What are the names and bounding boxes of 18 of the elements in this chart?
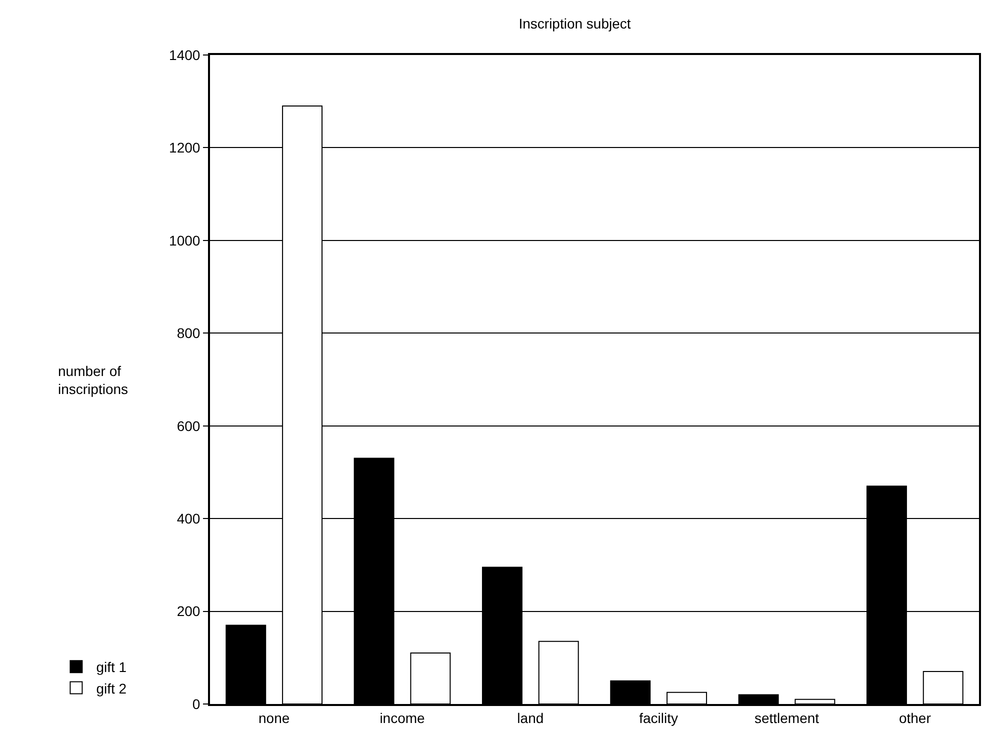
y-axis-title: number of inscriptions <box>58 363 128 398</box>
x-tick-label: other <box>898 710 932 726</box>
x-tick-label: settlement <box>754 710 820 726</box>
legend-label: gift 2 <box>96 680 127 696</box>
y-tick-label: 400 <box>176 510 200 526</box>
y-tick-label: 0 <box>192 696 200 712</box>
x-tick-label: income <box>380 710 426 726</box>
x-tick-label: none <box>258 710 290 726</box>
y-tick-label: 600 <box>176 418 200 434</box>
x-tick-label: facility <box>639 710 678 726</box>
y-tick-label: 1000 <box>169 232 200 248</box>
y-tick-label: 800 <box>176 325 200 342</box>
x-tick-label: land <box>517 710 544 726</box>
y-tick-label: 200 <box>176 603 200 620</box>
y-tick-label: 1400 <box>169 46 200 63</box>
legend-label: gift 1 <box>96 659 127 676</box>
chart-title: Inscription subject <box>518 16 631 32</box>
y-tick-label: 1200 <box>169 140 200 156</box>
